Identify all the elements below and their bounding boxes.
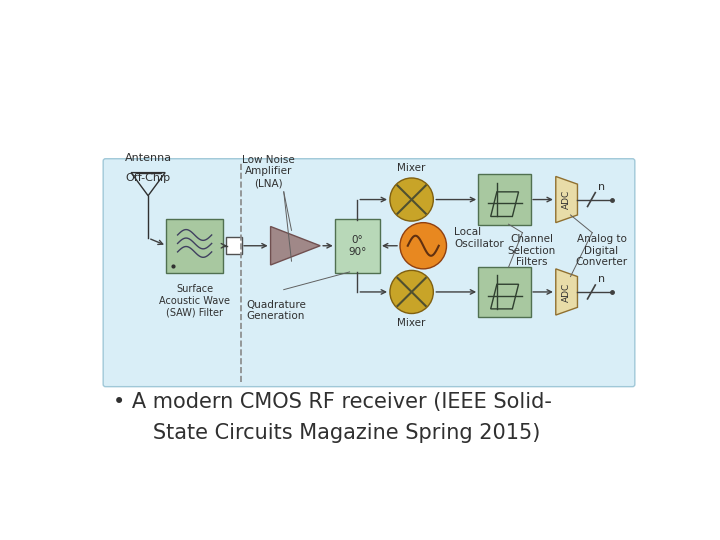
Circle shape <box>390 271 433 314</box>
Circle shape <box>390 178 433 221</box>
Text: Off-Chip: Off-Chip <box>125 173 170 183</box>
Text: Low Noise
Amplifier
(LNA): Low Noise Amplifier (LNA) <box>242 155 294 188</box>
Circle shape <box>400 222 446 269</box>
Text: ADC: ADC <box>562 190 571 209</box>
Text: • A modern CMOS RF receiver (IEEE Solid-: • A modern CMOS RF receiver (IEEE Solid- <box>113 392 552 412</box>
Text: n: n <box>598 274 605 284</box>
Polygon shape <box>556 269 577 315</box>
Text: ADC: ADC <box>562 282 571 301</box>
FancyBboxPatch shape <box>478 267 531 318</box>
Text: State Circuits Magazine Spring 2015): State Circuits Magazine Spring 2015) <box>132 423 540 443</box>
FancyBboxPatch shape <box>103 159 635 387</box>
Text: 0°
90°: 0° 90° <box>348 235 366 256</box>
FancyBboxPatch shape <box>335 219 380 273</box>
Text: Local
Oscillator: Local Oscillator <box>454 227 504 249</box>
FancyBboxPatch shape <box>478 174 531 225</box>
Text: n: n <box>598 182 605 192</box>
Polygon shape <box>556 177 577 222</box>
Text: Quadrature
Generation: Quadrature Generation <box>246 300 306 321</box>
Polygon shape <box>271 226 320 265</box>
Text: Analog to
Digital
Converter: Analog to Digital Converter <box>575 234 628 267</box>
Text: Surface
Acoustic Wave
(SAW) Filter: Surface Acoustic Wave (SAW) Filter <box>159 284 230 318</box>
Text: Mixer: Mixer <box>397 164 426 173</box>
Text: Mixer: Mixer <box>397 318 426 328</box>
FancyBboxPatch shape <box>226 237 242 254</box>
Text: Channel
Selection
Filters: Channel Selection Filters <box>508 234 556 267</box>
FancyBboxPatch shape <box>166 219 223 273</box>
Text: Antenna: Antenna <box>125 153 171 163</box>
